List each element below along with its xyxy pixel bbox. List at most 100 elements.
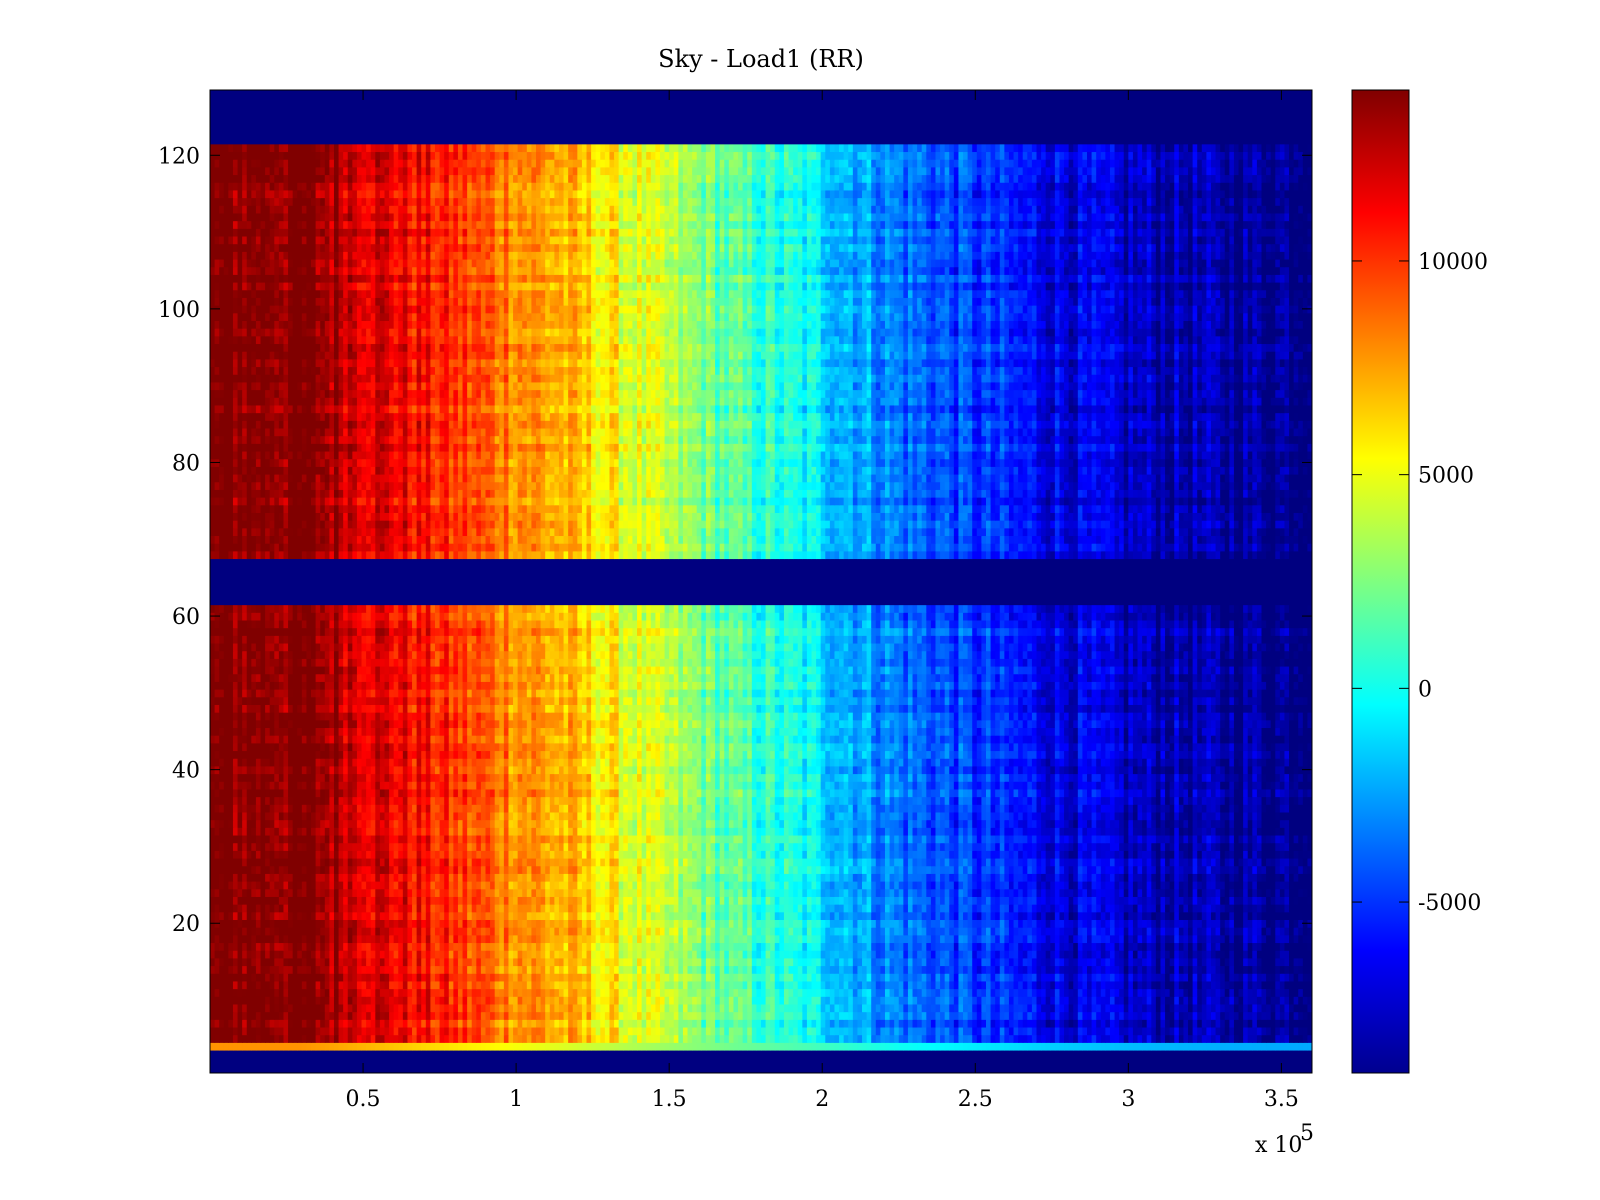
heatmap-cell [793,1011,799,1020]
heatmap-cell [976,919,982,928]
heatmap-cell [1293,927,1299,936]
heatmap-cell [1073,1003,1079,1013]
heatmap-cell [1142,980,1148,990]
heatmap-cell [1215,1034,1221,1043]
heatmap-cell [1036,1034,1042,1043]
heatmap-cell [641,911,647,921]
heatmap-cell [232,1034,239,1043]
heatmap-cell [1087,1003,1093,1013]
heatmap-cell [701,904,707,913]
heatmap-cell [1114,980,1120,990]
heatmap-cell [1238,965,1244,974]
heatmap-cell [1142,904,1148,913]
heatmap-cell [907,927,914,936]
heatmap-cell [490,934,496,944]
heatmap-cell [1105,965,1111,974]
heatmap-cell [1077,1019,1084,1028]
heatmap-cell [352,1019,358,1028]
heatmap-cell [659,1011,666,1020]
heatmap-cell [265,1026,271,1036]
heatmap-cell [949,950,955,959]
heatmap-cell [1036,1011,1042,1020]
heatmap-cell [540,1042,546,1051]
heatmap-cell [1008,1034,1015,1043]
heatmap-cell [705,980,712,990]
heatmap-cell [1252,965,1258,974]
heatmap-cell [517,904,523,913]
heatmap-cell [751,1034,758,1043]
heatmap-cell [1220,1026,1226,1036]
heatmap-cell [1155,1011,1162,1020]
heatmap-cell [1114,965,1120,974]
heatmap-cell [857,980,863,990]
heatmap-cell [1151,957,1157,967]
heatmap-cell [536,950,542,959]
heatmap-cell [297,965,303,974]
heatmap-cell [379,980,386,990]
heatmap-cell [430,996,436,1005]
heatmap-cell [255,1026,262,1036]
heatmap-cell [480,950,487,959]
heatmap-cell [343,942,349,951]
heatmap-cell [742,919,748,928]
heatmap-cell [1031,1019,1038,1028]
heatmap-cell [1298,1026,1304,1036]
heatmap-cell [779,1003,785,1013]
heatmap-cell [1142,896,1148,905]
heatmap-cell [659,1042,666,1051]
heatmap-cell [1123,911,1129,921]
heatmap-cell [1224,988,1230,997]
heatmap-cell [210,1019,216,1028]
heatmap-cell [1302,1034,1309,1043]
heatmap-cell [1045,942,1051,951]
heatmap-cell [719,980,725,990]
heatmap-cell [214,904,220,913]
heatmap-cell [999,1011,1005,1020]
heatmap-cell [522,996,528,1005]
heatmap-cell [1119,1019,1125,1028]
heatmap-cell [558,988,565,997]
heatmap-cell [274,1003,280,1013]
heatmap-cell [526,942,533,951]
heatmap-cell [963,919,969,928]
heatmap-cell [1169,996,1175,1005]
heatmap-cell [696,927,702,936]
heatmap-cell [379,1011,386,1020]
heatmap-cell [1174,1034,1180,1043]
heatmap-cell [531,1011,537,1020]
heatmap-cell [347,965,353,974]
heatmap-cell [439,965,445,974]
heatmap-cell [352,950,358,959]
heatmap-cell [889,973,895,982]
heatmap-cell [347,1026,353,1036]
heatmap-cell [398,888,404,897]
heatmap-cell [1178,942,1185,951]
heatmap-cell [361,911,367,921]
heatmap-cell [324,1042,330,1051]
heatmap-cell [650,888,656,897]
heatmap-cell [274,934,280,944]
heatmap-cell [265,934,271,944]
heatmap-cell [664,973,670,982]
heatmap-cell [536,1019,542,1028]
heatmap-cell [963,911,969,921]
heatmap-cell [953,996,960,1005]
heatmap-cell [820,973,826,982]
heatmap-cell [292,934,298,944]
heatmap-cell [1068,988,1074,997]
heatmap-cell [1252,1019,1258,1028]
heatmap-cell [1238,1003,1244,1013]
heatmap-cell [1128,942,1134,951]
heatmap-cell [494,911,500,921]
heatmap-cell [761,1026,767,1036]
heatmap-cell [269,973,275,982]
heatmap-cell [903,973,909,982]
heatmap-cell [1114,973,1120,982]
heatmap-cell [549,942,555,951]
heatmap-cell [765,911,771,921]
heatmap-cell [366,996,372,1005]
heatmap-cell [1091,1026,1097,1036]
heatmap-cell [1197,950,1203,959]
heatmap-cell [531,942,537,951]
heatmap-cell [476,927,482,936]
